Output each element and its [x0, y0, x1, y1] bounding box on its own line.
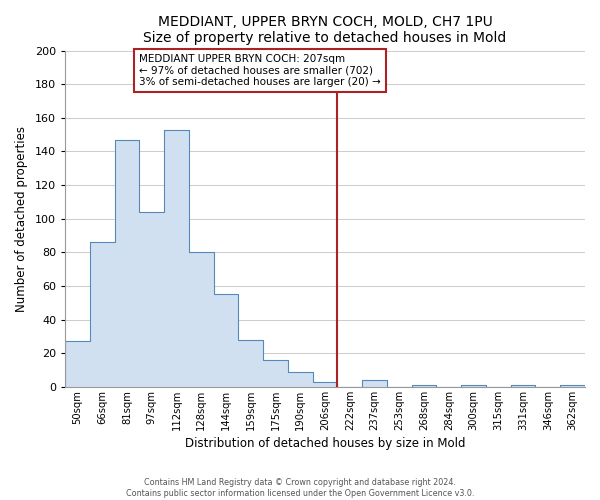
- Bar: [189, 252, 214, 387]
- Bar: [214, 294, 238, 387]
- Text: MEDDIANT UPPER BRYN COCH: 207sqm
← 97% of detached houses are smaller (702)
3% o: MEDDIANT UPPER BRYN COCH: 207sqm ← 97% o…: [139, 54, 381, 87]
- Bar: [238, 340, 263, 387]
- Bar: [288, 372, 313, 387]
- Y-axis label: Number of detached properties: Number of detached properties: [15, 126, 28, 312]
- Bar: [115, 140, 139, 387]
- Bar: [560, 385, 585, 387]
- Bar: [65, 342, 90, 387]
- X-axis label: Distribution of detached houses by size in Mold: Distribution of detached houses by size …: [185, 437, 465, 450]
- Title: MEDDIANT, UPPER BRYN COCH, MOLD, CH7 1PU
Size of property relative to detached h: MEDDIANT, UPPER BRYN COCH, MOLD, CH7 1PU…: [143, 15, 506, 45]
- Text: Contains HM Land Registry data © Crown copyright and database right 2024.
Contai: Contains HM Land Registry data © Crown c…: [126, 478, 474, 498]
- Bar: [511, 385, 535, 387]
- Bar: [412, 385, 436, 387]
- Bar: [313, 382, 337, 387]
- Bar: [139, 212, 164, 387]
- Bar: [362, 380, 387, 387]
- Bar: [461, 385, 486, 387]
- Bar: [164, 130, 189, 387]
- Bar: [90, 242, 115, 387]
- Bar: [263, 360, 288, 387]
